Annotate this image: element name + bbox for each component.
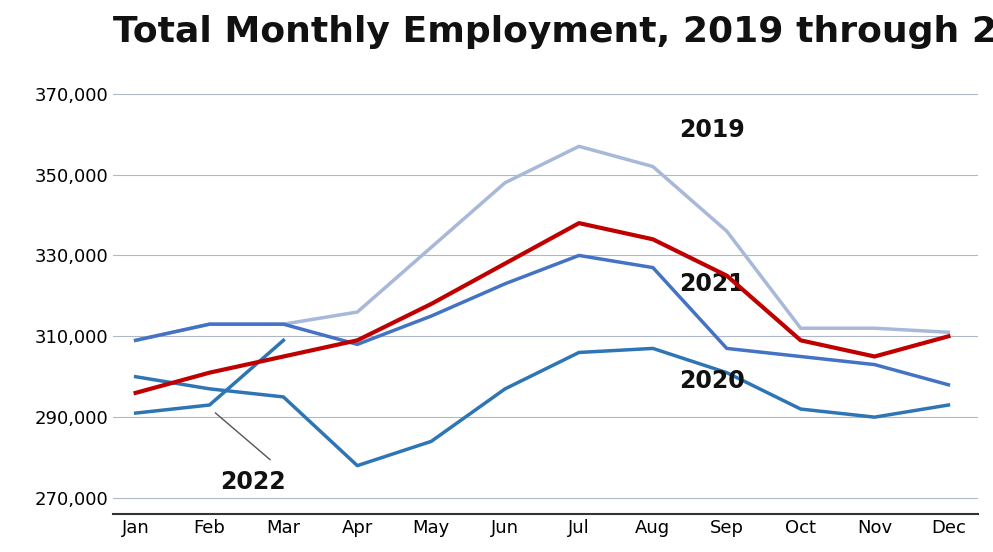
Text: 2021: 2021 (679, 272, 745, 296)
Text: Total Monthly Employment, 2019 through 2022: Total Monthly Employment, 2019 through 2… (113, 15, 993, 49)
Text: 2020: 2020 (679, 369, 745, 393)
Text: 2019: 2019 (679, 118, 745, 142)
Text: 2022: 2022 (220, 470, 286, 493)
